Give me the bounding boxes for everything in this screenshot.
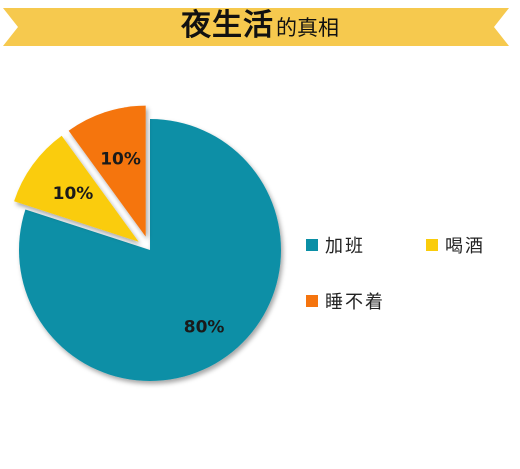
title-ribbon — [3, 8, 509, 46]
data-label-2: 10% — [100, 149, 141, 169]
pie-slices — [14, 105, 282, 381]
pie-slice-0 — [18, 119, 282, 381]
legend-label: 睡不着 — [325, 292, 385, 313]
legend-item-1: 喝酒 — [426, 232, 485, 258]
pie-slice-1 — [14, 135, 139, 242]
data-label-0: 80% — [184, 317, 225, 337]
title-banner — [3, 8, 509, 46]
legend-item-2: 睡不着 — [306, 288, 385, 314]
legend-swatch — [306, 239, 318, 251]
legend-label: 加班 — [325, 236, 365, 257]
pie-slice-2 — [68, 105, 146, 237]
legend-swatch — [426, 239, 438, 251]
title-main: 夜生活 — [181, 8, 274, 43]
chart-title: 夜生活的真相 — [0, 6, 520, 46]
legend-item-0: 加班 — [306, 232, 365, 258]
title-sub: 的真相 — [276, 16, 339, 40]
data-label-1: 10% — [53, 184, 94, 204]
pie-data-labels: 80% 10% 10% — [53, 149, 225, 337]
legend-swatch — [306, 295, 318, 307]
legend-label: 喝酒 — [445, 236, 485, 257]
